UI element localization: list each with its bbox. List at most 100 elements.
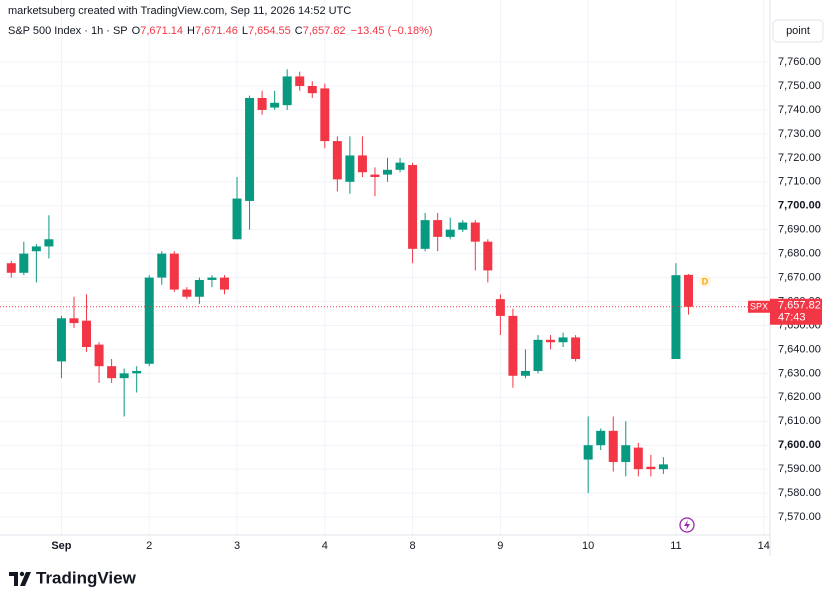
y-tick-label: 7,750.00 bbox=[778, 80, 821, 92]
candle-body bbox=[558, 337, 568, 343]
y-tick-label: 7,570.00 bbox=[778, 511, 821, 523]
x-tick-label: 9 bbox=[497, 540, 503, 552]
candle-body bbox=[169, 253, 179, 290]
price-tag-value: 7,657.82 bbox=[778, 300, 821, 312]
y-tick-label: 7,580.00 bbox=[778, 487, 821, 499]
candle-body bbox=[546, 339, 556, 343]
point-button[interactable]: point bbox=[772, 19, 824, 43]
candle-body bbox=[207, 277, 217, 280]
candle-body bbox=[445, 229, 455, 237]
candle-body bbox=[157, 253, 167, 278]
candle-body bbox=[395, 162, 405, 170]
candle-body bbox=[520, 370, 530, 376]
candle-body bbox=[245, 97, 255, 201]
brand-logo: TradingView bbox=[9, 568, 137, 587]
y-tick-label: 7,670.00 bbox=[778, 271, 821, 283]
y-tick-label: 7,610.00 bbox=[778, 415, 821, 427]
lightning-icon bbox=[679, 517, 695, 533]
event-icon: D bbox=[699, 275, 711, 287]
candle-body bbox=[219, 277, 229, 290]
candle-body bbox=[383, 169, 393, 175]
event-circle bbox=[699, 275, 711, 287]
candle-body bbox=[94, 344, 104, 367]
symbol: S&P 500 Index · 1h · SP bbox=[8, 25, 128, 37]
plot bbox=[0, 69, 770, 494]
candle-body bbox=[495, 299, 505, 316]
y-tick-label: 7,630.00 bbox=[778, 367, 821, 379]
y-tick-label: 7,710.00 bbox=[778, 176, 821, 188]
y-tick-label: 7,640.00 bbox=[778, 343, 821, 355]
candle-body bbox=[633, 447, 643, 470]
button-box[interactable] bbox=[772, 19, 824, 43]
price-tag-countdown: 47:43 bbox=[778, 312, 806, 324]
y-tick-label: 7,700.00 bbox=[778, 200, 821, 212]
candle-body bbox=[571, 337, 581, 359]
candle-body bbox=[345, 155, 355, 182]
y-tick-label: 7,730.00 bbox=[778, 128, 821, 140]
x-tick-label: Sep bbox=[51, 540, 71, 552]
candle-body bbox=[483, 241, 493, 271]
candle-body bbox=[621, 445, 631, 462]
y-tick-label: 7,720.00 bbox=[778, 152, 821, 164]
axes: 7,570.00 7,580.00 7,590.00 7,600.00 7,610.00… bbox=[51, 56, 820, 552]
change: −13.45 (−0.18%) bbox=[351, 25, 433, 37]
series-tag-label: SPX bbox=[750, 302, 768, 312]
y-tick-label: 7,680.00 bbox=[778, 248, 821, 260]
price-tag-box bbox=[770, 298, 822, 325]
candle-body bbox=[270, 102, 280, 108]
legend-line: S&P 500 Index · 1h · SP O7,671.14 H7,671.4… bbox=[8, 25, 433, 37]
x-tick-label: 14 bbox=[758, 540, 770, 552]
candle-body bbox=[320, 88, 330, 142]
y-tick-label: 7,620.00 bbox=[778, 391, 821, 403]
ohlc-value: 7,671.46 bbox=[195, 25, 238, 37]
candle-body bbox=[44, 239, 54, 247]
candle-body bbox=[295, 76, 305, 87]
candle-body bbox=[144, 277, 154, 364]
y-tick-label: 7,600.00 bbox=[778, 439, 821, 451]
candle-body bbox=[232, 198, 242, 240]
candle-body bbox=[458, 222, 468, 230]
x-tick-label: 8 bbox=[410, 540, 416, 552]
logo-slash bbox=[20, 572, 31, 586]
candle-body bbox=[357, 155, 367, 173]
grid bbox=[0, 0, 770, 535]
y-tick-label: 7,760.00 bbox=[778, 56, 821, 68]
candle-body bbox=[31, 246, 41, 252]
candle-body bbox=[182, 289, 192, 297]
candle-body bbox=[6, 263, 16, 273]
ohlc-value: 7,654.55 bbox=[248, 25, 291, 37]
candle-body bbox=[646, 466, 656, 470]
button-label[interactable]: point bbox=[786, 25, 810, 37]
candle-body bbox=[307, 86, 317, 94]
x-tick-label: 4 bbox=[322, 540, 328, 552]
candle-body bbox=[370, 174, 380, 178]
candle-body bbox=[257, 97, 267, 110]
candle-body bbox=[420, 220, 430, 249]
logo-mark bbox=[9, 572, 18, 586]
candle-body bbox=[658, 464, 668, 470]
x-tick-label: 11 bbox=[670, 540, 681, 552]
lightning-bolt bbox=[684, 520, 690, 530]
candle-body bbox=[56, 318, 66, 362]
candle-body bbox=[683, 274, 693, 307]
candle-body bbox=[82, 320, 92, 348]
candle-body bbox=[69, 318, 79, 324]
candle-body bbox=[332, 141, 342, 180]
candle-body bbox=[470, 222, 480, 242]
event-label: D bbox=[702, 276, 709, 286]
candle-body bbox=[596, 430, 606, 446]
candle-body bbox=[508, 315, 518, 376]
candle-body bbox=[282, 76, 292, 106]
ohlc-key: O bbox=[132, 25, 141, 37]
candle-body bbox=[433, 220, 443, 237]
credit: marketsuberg created with TradingView.co… bbox=[8, 5, 351, 17]
candle-body bbox=[194, 279, 204, 297]
candle-body bbox=[608, 430, 618, 462]
brand-name: TradingView bbox=[36, 568, 137, 587]
candle-body bbox=[107, 366, 117, 379]
candle-body bbox=[19, 253, 29, 273]
